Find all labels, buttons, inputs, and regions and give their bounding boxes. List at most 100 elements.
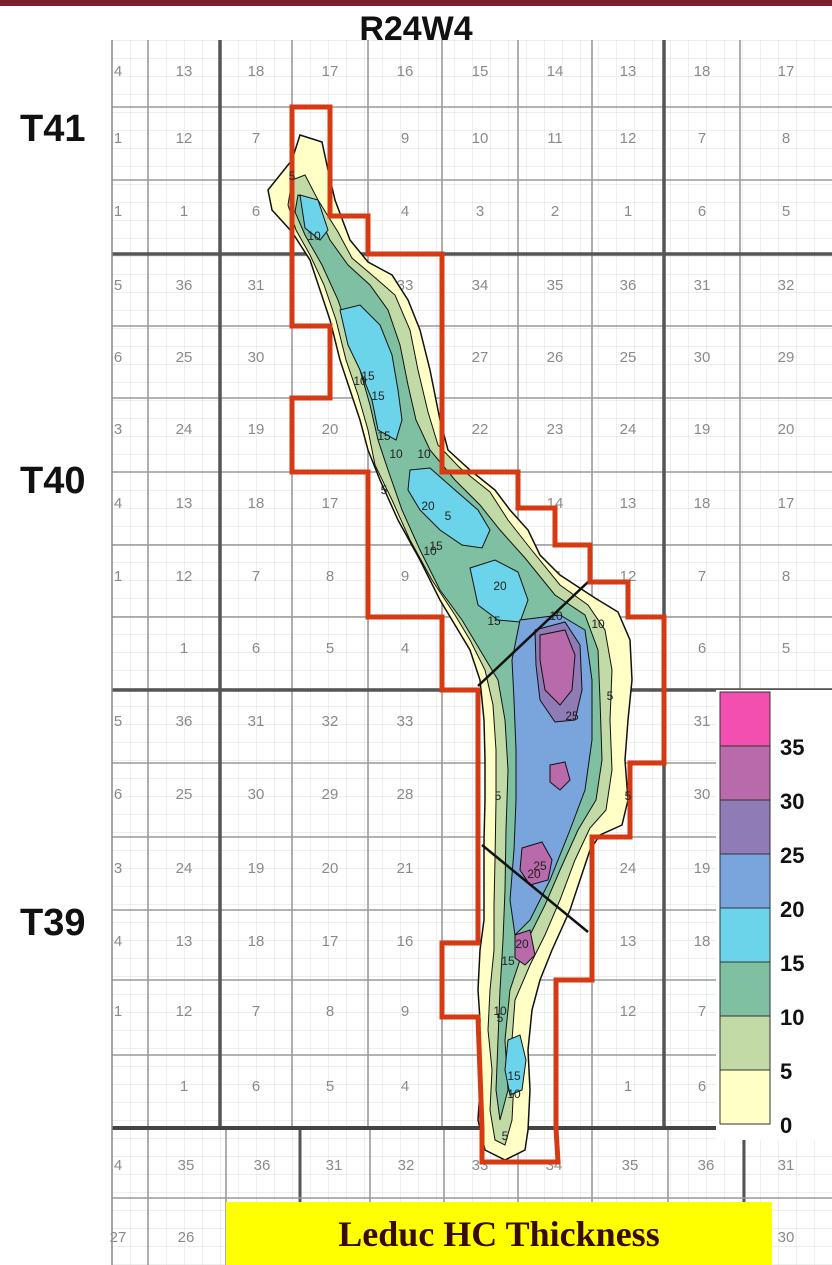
section-number: 10 (472, 130, 489, 147)
section-number: 5 (782, 203, 790, 220)
section-number: 7 (698, 568, 706, 585)
section-number: 30 (248, 349, 265, 366)
section-number: 4 (114, 495, 122, 512)
contour-label: 25 (565, 709, 579, 723)
contour-label: 15 (371, 389, 385, 403)
thickness-contours (267, 134, 633, 1161)
section-number: 8 (326, 568, 334, 585)
contour-label: 15 (377, 429, 391, 443)
section-number: 29 (778, 349, 795, 366)
section-number: 1 (180, 640, 188, 657)
section-number: 7 (252, 1003, 260, 1020)
contour-15-20-f (504, 1034, 527, 1096)
section-number: 9 (401, 568, 409, 585)
section-number: 19 (248, 860, 265, 877)
section-number: 20 (778, 421, 795, 438)
contour-label: 10 (591, 617, 605, 631)
section-number: 32 (322, 713, 339, 730)
section-number: 1 (180, 203, 188, 220)
contour-label: 15 (429, 539, 443, 553)
legend-label-0: 0 (780, 1113, 793, 1138)
section-number: 19 (694, 860, 711, 877)
section-number: 19 (248, 421, 265, 438)
section-number: 1 (180, 1078, 188, 1095)
legend-swatch-25 (719, 799, 771, 855)
legend-label-5: 5 (780, 1059, 793, 1084)
section-number: 36 (176, 277, 193, 294)
section-number: 5 (782, 640, 790, 657)
section-number: 17 (322, 495, 339, 512)
legend-label-30: 30 (780, 789, 805, 814)
section-number: 4 (114, 933, 122, 950)
section-number: 26 (547, 349, 564, 366)
contour-label: 15 (487, 614, 501, 628)
section-number: 8 (782, 130, 790, 147)
section-number: 31 (694, 277, 711, 294)
section-number: 4 (114, 63, 122, 80)
section-number: 17 (322, 63, 339, 80)
section-number: 28 (397, 786, 414, 803)
contour-label: 10 (549, 609, 563, 623)
contour-15-20-a (339, 304, 403, 441)
section-number: 22 (472, 421, 489, 438)
section-number: 25 (620, 349, 637, 366)
legend-swatch-35 (719, 691, 771, 747)
section-number: 26 (178, 1229, 195, 1246)
contour-label: 10 (389, 447, 403, 461)
section-number: 34 (472, 277, 489, 294)
section-number: 18 (248, 63, 265, 80)
section-number: 12 (176, 130, 193, 147)
legend-label-15: 15 (780, 951, 805, 976)
section-number: 17 (778, 495, 795, 512)
section-number: 4 (401, 640, 409, 657)
legend-swatch-5 (719, 1015, 771, 1071)
section-number: 31 (778, 1157, 795, 1174)
section-number: 2 (551, 203, 559, 220)
section-number: 6 (698, 1078, 706, 1095)
contour-label: 5 (497, 1011, 504, 1025)
section-number: 5 (326, 640, 334, 657)
contour-label: 10 (493, 1004, 507, 1018)
legend-swatch-30 (719, 745, 771, 801)
contour-label: 5 (625, 789, 632, 803)
legend-label-20: 20 (780, 897, 805, 922)
section-number: 6 (252, 640, 260, 657)
contour-label: 10 (423, 544, 437, 558)
section-number: 27 (110, 1229, 127, 1246)
section-number: 4 (114, 1157, 122, 1174)
section-number: 18 (694, 63, 711, 80)
contour-15-20-h (299, 194, 329, 241)
section-number: 35 (622, 1157, 639, 1174)
section-number: 13 (620, 63, 637, 80)
section-number: 8 (782, 568, 790, 585)
contour-25-30-c (519, 841, 553, 886)
section-number: 30 (778, 1229, 795, 1246)
section-number: 17 (778, 63, 795, 80)
contour-25-30-b (539, 629, 576, 706)
contour-label: 10 (417, 447, 431, 461)
legend-label-35: 35 (780, 735, 805, 760)
section-number: 24 (620, 421, 637, 438)
township-boundaries (111, 40, 832, 1265)
township-label-t40: T40 (20, 460, 86, 502)
section-number: 31 (326, 1157, 343, 1174)
fault-line-south (481, 844, 589, 933)
section-number: 15 (472, 63, 489, 80)
map-title: Leduc HC Thickness (338, 1213, 660, 1254)
section-number: 30 (694, 349, 711, 366)
section-number: 29 (322, 786, 339, 803)
section-number: 16 (397, 933, 414, 950)
legend-swatch-15 (719, 907, 771, 963)
section-number: 1 (624, 203, 632, 220)
legend-swatch-10 (719, 961, 771, 1017)
contour-label: 20 (515, 937, 529, 951)
section-number: 13 (176, 63, 193, 80)
section-number: 24 (620, 860, 637, 877)
section-number: 18 (694, 933, 711, 950)
section-number: 20 (322, 421, 339, 438)
legend-label-10: 10 (780, 1005, 805, 1030)
legend-label-25: 25 (780, 843, 805, 868)
section-number: 7 (698, 1003, 706, 1020)
section-number: 31 (248, 277, 265, 294)
